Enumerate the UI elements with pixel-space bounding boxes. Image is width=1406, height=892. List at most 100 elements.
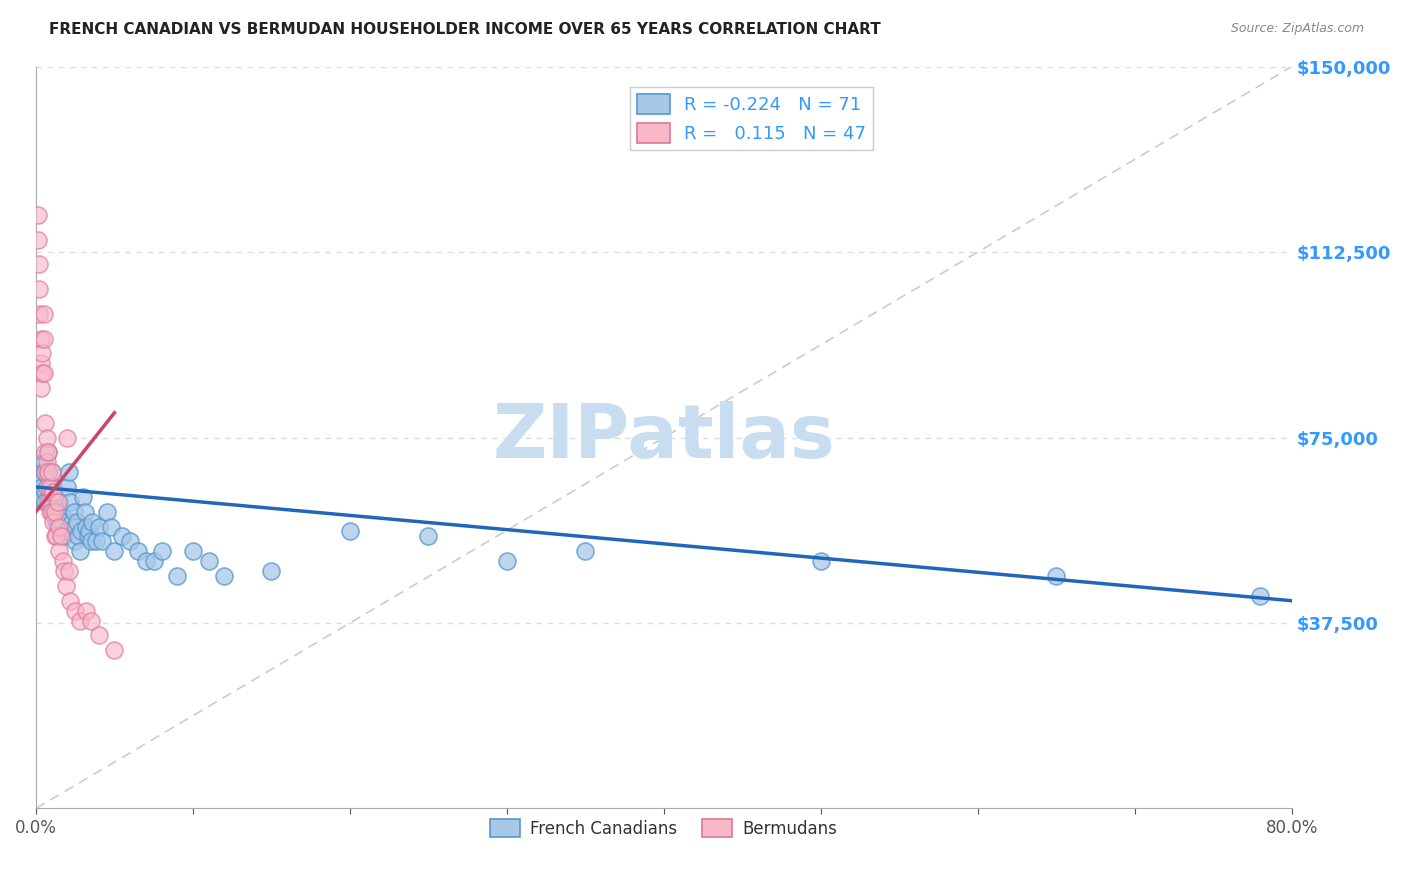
Point xyxy=(42,515,65,529)
Point xyxy=(80,614,103,628)
Point xyxy=(120,534,142,549)
Point xyxy=(53,529,76,543)
Point xyxy=(53,564,76,578)
Point xyxy=(44,490,66,504)
Point xyxy=(46,495,69,509)
Point xyxy=(87,628,110,642)
Point xyxy=(35,480,58,494)
Point xyxy=(27,233,49,247)
Point xyxy=(1249,589,1271,603)
Point xyxy=(41,505,63,519)
Point xyxy=(32,366,55,380)
Point xyxy=(31,346,53,360)
Point xyxy=(339,524,361,539)
Point xyxy=(30,356,52,370)
Point xyxy=(82,515,104,529)
Point xyxy=(42,505,65,519)
Point xyxy=(45,495,67,509)
Point xyxy=(34,416,56,430)
Text: FRENCH CANADIAN VS BERMUDAN HOUSEHOLDER INCOME OVER 65 YEARS CORRELATION CHART: FRENCH CANADIAN VS BERMUDAN HOUSEHOLDER … xyxy=(49,22,882,37)
Point xyxy=(66,515,89,529)
Point xyxy=(34,465,56,479)
Point xyxy=(496,554,519,568)
Point xyxy=(44,505,66,519)
Point xyxy=(45,529,67,543)
Point xyxy=(70,524,93,539)
Point xyxy=(37,445,59,459)
Point xyxy=(48,519,70,533)
Point xyxy=(127,544,149,558)
Point xyxy=(37,495,59,509)
Point xyxy=(72,490,94,504)
Point xyxy=(34,484,56,499)
Point xyxy=(79,524,101,539)
Point xyxy=(52,515,75,529)
Point xyxy=(59,495,82,509)
Point xyxy=(48,495,70,509)
Point xyxy=(46,505,69,519)
Point xyxy=(87,519,110,533)
Point xyxy=(69,614,91,628)
Point xyxy=(28,307,51,321)
Point xyxy=(58,465,80,479)
Point xyxy=(142,554,165,568)
Point xyxy=(62,505,84,519)
Point xyxy=(37,445,59,459)
Point xyxy=(56,480,79,494)
Point xyxy=(32,307,55,321)
Point xyxy=(41,484,63,499)
Point xyxy=(35,455,58,469)
Point xyxy=(1045,569,1067,583)
Point xyxy=(197,554,219,568)
Point xyxy=(150,544,173,558)
Point xyxy=(32,455,55,469)
Point xyxy=(48,519,70,533)
Point xyxy=(31,480,53,494)
Point xyxy=(69,544,91,558)
Point xyxy=(59,593,82,607)
Point xyxy=(96,505,118,519)
Point xyxy=(35,465,58,479)
Point xyxy=(574,544,596,558)
Point xyxy=(41,465,63,479)
Point xyxy=(60,515,83,529)
Point xyxy=(27,208,49,222)
Point xyxy=(34,495,56,509)
Point xyxy=(80,534,103,549)
Point xyxy=(39,505,62,519)
Point xyxy=(63,519,86,533)
Point xyxy=(67,529,90,543)
Point xyxy=(39,495,62,509)
Point xyxy=(28,282,51,296)
Point xyxy=(63,604,86,618)
Point xyxy=(75,519,97,533)
Point xyxy=(35,430,58,444)
Point xyxy=(52,554,75,568)
Point xyxy=(42,484,65,499)
Point xyxy=(35,480,58,494)
Point xyxy=(39,484,62,499)
Point xyxy=(100,519,122,533)
Legend: French Canadians, Bermudans: French Canadians, Bermudans xyxy=(484,813,844,845)
Point xyxy=(181,544,204,558)
Point xyxy=(28,490,51,504)
Text: ZIPatlas: ZIPatlas xyxy=(492,401,835,474)
Point xyxy=(75,604,97,618)
Point xyxy=(84,534,107,549)
Point xyxy=(44,529,66,543)
Point xyxy=(30,332,52,346)
Point xyxy=(49,505,72,519)
Point xyxy=(135,554,157,568)
Point xyxy=(30,381,52,395)
Point xyxy=(73,505,96,519)
Point xyxy=(44,505,66,519)
Point xyxy=(49,529,72,543)
Point xyxy=(32,332,55,346)
Point xyxy=(34,445,56,459)
Point xyxy=(55,579,77,593)
Point xyxy=(48,544,70,558)
Point xyxy=(31,366,53,380)
Point xyxy=(37,465,59,479)
Point xyxy=(37,465,59,479)
Point xyxy=(42,480,65,494)
